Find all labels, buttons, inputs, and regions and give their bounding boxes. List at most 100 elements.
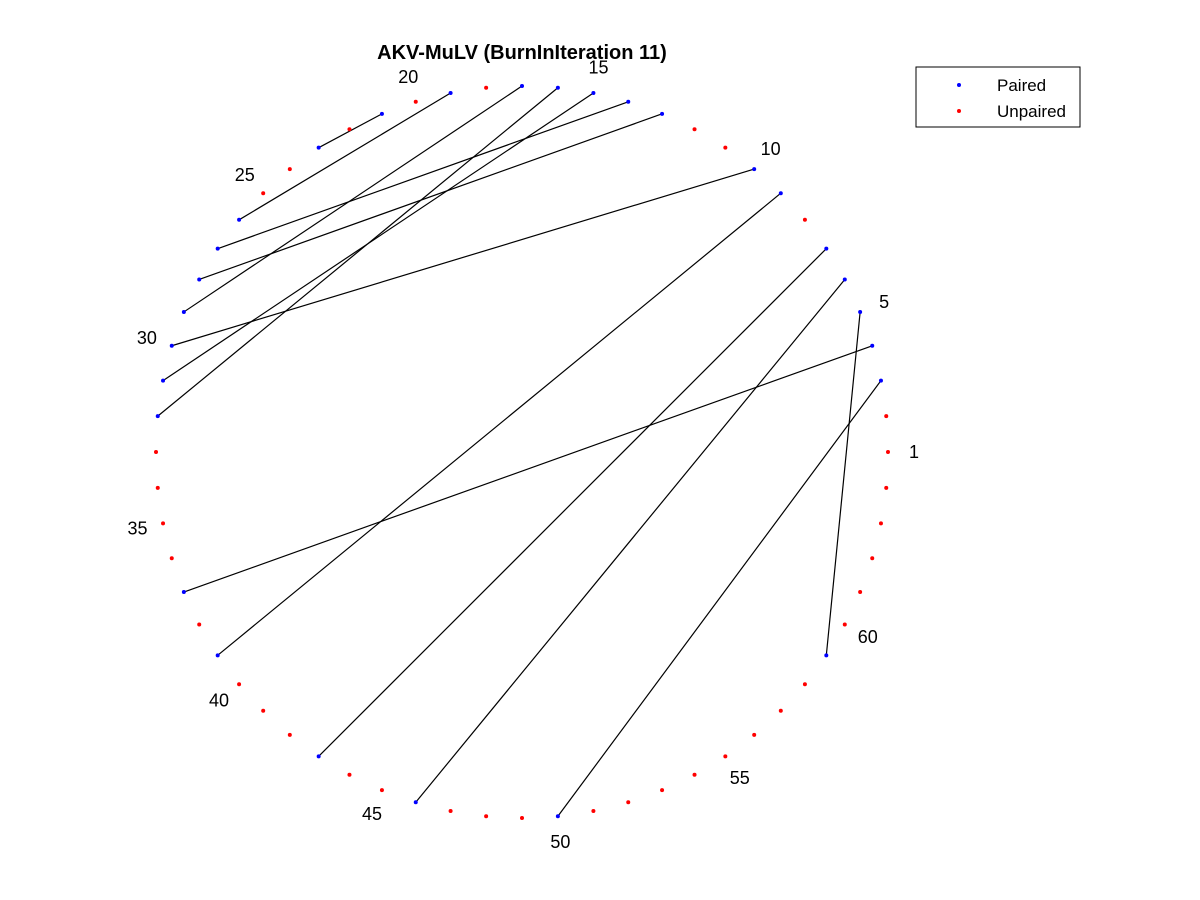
position-label: 35 bbox=[128, 518, 148, 538]
paired-position-marker bbox=[448, 91, 453, 96]
position-label: 55 bbox=[730, 768, 750, 788]
paired-position-marker bbox=[379, 111, 384, 116]
paired-position-marker bbox=[316, 754, 321, 759]
legend-unpaired-label: Unpaired bbox=[997, 102, 1066, 121]
position-label: 5 bbox=[879, 292, 889, 312]
pair-chord bbox=[557, 380, 882, 817]
paired-position-marker bbox=[878, 378, 883, 383]
paired-position-marker bbox=[169, 343, 174, 348]
paired-position-marker bbox=[824, 653, 829, 658]
unpaired-position-marker bbox=[484, 85, 489, 90]
unpaired-position-marker bbox=[261, 191, 266, 196]
paired-position-marker bbox=[155, 414, 160, 419]
paired-position-marker bbox=[520, 84, 524, 88]
paired-position-marker bbox=[752, 167, 757, 172]
pair-chord bbox=[415, 279, 846, 803]
unpaired-position-marker bbox=[660, 788, 665, 793]
unpaired-position-marker bbox=[155, 485, 160, 490]
paired-position-marker bbox=[870, 343, 875, 348]
pair-chord bbox=[217, 192, 782, 656]
paired-position-marker bbox=[237, 217, 242, 222]
legend-paired-marker bbox=[957, 83, 961, 87]
unpaired-position-marker bbox=[723, 145, 728, 150]
position-label: 10 bbox=[761, 139, 781, 159]
unpaired-position-marker bbox=[692, 772, 697, 777]
unpaired-position-marker bbox=[884, 414, 889, 419]
position-label: 40 bbox=[209, 691, 229, 711]
legend-box bbox=[915, 66, 1081, 128]
paired-position-marker bbox=[660, 111, 665, 116]
paired-position-marker bbox=[555, 85, 560, 90]
paired-position-marker bbox=[215, 246, 220, 251]
position-label: 30 bbox=[137, 328, 157, 348]
unpaired-position-marker bbox=[261, 708, 266, 713]
paired-position-marker bbox=[555, 814, 560, 819]
unpaired-position-marker bbox=[287, 167, 292, 172]
chord-layer bbox=[157, 85, 882, 817]
unpaired-position-marker bbox=[484, 814, 489, 819]
unpaired-position-marker bbox=[520, 816, 524, 820]
unpaired-position-marker bbox=[379, 788, 384, 793]
unpaired-position-marker bbox=[692, 127, 697, 132]
position-label: 50 bbox=[550, 832, 570, 852]
unpaired-position-marker bbox=[591, 808, 596, 813]
pair-chord bbox=[183, 85, 523, 313]
unpaired-position-marker bbox=[161, 521, 166, 526]
paired-position-marker bbox=[181, 590, 186, 595]
unpaired-position-marker bbox=[878, 521, 883, 526]
unpaired-position-marker bbox=[169, 556, 174, 561]
pair-chord bbox=[171, 168, 755, 347]
unpaired-position-marker bbox=[626, 800, 631, 805]
unpaired-position-marker bbox=[802, 217, 807, 222]
unpaired-position-marker bbox=[802, 682, 807, 687]
pair-chord bbox=[157, 87, 559, 417]
paired-position-marker bbox=[778, 191, 783, 196]
unpaired-position-marker bbox=[413, 99, 418, 104]
position-label: 60 bbox=[858, 627, 878, 647]
unpaired-position-marker bbox=[778, 708, 783, 713]
paired-position-marker bbox=[181, 309, 186, 314]
paired-position-marker bbox=[413, 800, 418, 805]
unpaired-position-marker bbox=[842, 622, 847, 627]
position-label: 25 bbox=[235, 165, 255, 185]
pair-chord bbox=[162, 92, 594, 382]
unpaired-position-marker bbox=[448, 808, 453, 813]
position-layer bbox=[154, 84, 890, 820]
unpaired-position-marker bbox=[197, 622, 202, 627]
paired-position-marker bbox=[858, 309, 863, 314]
unpaired-position-marker bbox=[884, 485, 889, 490]
unpaired-position-marker bbox=[347, 127, 352, 132]
paired-position-marker bbox=[215, 653, 220, 658]
unpaired-position-marker bbox=[752, 732, 757, 737]
unpaired-position-marker bbox=[870, 556, 875, 561]
legend-paired-label: Paired bbox=[997, 76, 1046, 95]
unpaired-position-marker bbox=[287, 732, 292, 737]
pair-chord bbox=[217, 101, 629, 250]
pair-chord bbox=[318, 248, 827, 757]
pair-chord bbox=[199, 113, 663, 281]
paired-position-marker bbox=[591, 91, 596, 96]
paired-position-marker bbox=[626, 99, 631, 104]
unpaired-position-marker bbox=[237, 682, 242, 687]
position-label: 1 bbox=[909, 442, 919, 462]
unpaired-position-marker bbox=[347, 772, 352, 777]
unpaired-position-marker bbox=[886, 450, 890, 454]
paired-position-marker bbox=[161, 378, 166, 383]
position-label: 20 bbox=[398, 67, 418, 87]
position-label: 45 bbox=[362, 804, 382, 824]
paired-position-marker bbox=[197, 277, 202, 282]
unpaired-position-marker bbox=[723, 754, 728, 759]
paired-position-marker bbox=[316, 145, 321, 150]
pair-chord bbox=[238, 92, 451, 221]
paired-position-marker bbox=[842, 277, 847, 282]
paired-position-marker bbox=[824, 246, 829, 251]
position-label: 15 bbox=[588, 58, 608, 78]
unpaired-position-marker bbox=[858, 590, 863, 595]
legend: Paired Unpaired bbox=[915, 66, 1081, 128]
legend-unpaired-marker bbox=[957, 109, 961, 113]
pair-chord bbox=[825, 311, 861, 656]
chart-title: AKV-MuLV (BurnInIteration 11) bbox=[377, 42, 667, 64]
pair-chord bbox=[183, 345, 873, 593]
